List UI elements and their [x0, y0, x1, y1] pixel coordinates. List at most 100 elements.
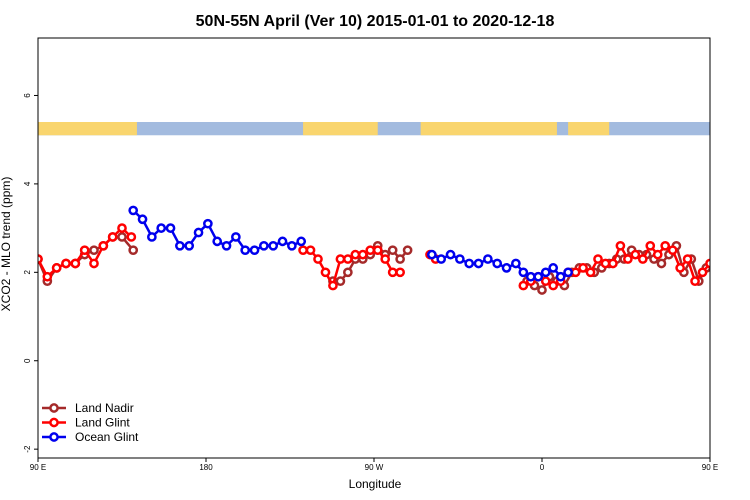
data-point: [240, 245, 251, 256]
data-point: [184, 240, 195, 251]
data-point: [540, 267, 551, 278]
legend-swatch-marker: [49, 403, 59, 413]
data-point: [501, 263, 512, 273]
data-point: [203, 218, 213, 229]
land-segment: [38, 122, 137, 136]
legend-swatch-marker: [49, 417, 59, 428]
x-tick-label: 180: [199, 463, 213, 472]
data-point: [126, 232, 137, 242]
data-point: [350, 249, 361, 260]
data-point: [518, 280, 529, 291]
data-point: [313, 254, 323, 264]
data-point: [593, 254, 603, 264]
legend-swatch-marker: [49, 432, 59, 442]
data-point: [511, 258, 521, 269]
data-point: [483, 254, 493, 264]
data-point: [343, 254, 353, 264]
data-point: [637, 254, 648, 264]
data-point: [736, 242, 743, 249]
y-tick-label: 6: [23, 93, 32, 98]
data-point: [165, 223, 176, 233]
x-axis-label: Longitude: [349, 477, 402, 491]
x-axis: 90 E 180 90 W 0 90 E: [30, 458, 718, 472]
data-point: [436, 254, 447, 264]
data-point: [675, 263, 685, 273]
plot-frame: [37, 37, 711, 459]
data-point: [740, 238, 747, 245]
data-point: [372, 245, 383, 256]
data-point: [721, 255, 728, 262]
data-point: [615, 240, 626, 251]
y-axis-label: XCO2 - MLO trend (ppm): [0, 177, 13, 312]
data-point: [107, 232, 118, 242]
data-point: [402, 245, 413, 256]
data-point: [296, 236, 307, 247]
data-point: [137, 214, 148, 225]
x-tick-label: 90 E: [30, 463, 46, 472]
data-point: [335, 276, 346, 287]
legend-item-land-nadir: Land Nadir: [42, 401, 134, 415]
data-point: [667, 245, 678, 256]
y-tick-label: 2: [23, 270, 32, 275]
data-point: [570, 267, 581, 278]
series-land-glint: [38, 223, 743, 291]
data-point: [714, 264, 721, 271]
data-point: [729, 260, 736, 267]
data-point: [212, 236, 223, 247]
chart-title: 50N-55N April (Ver 10) 2015-01-01 to 202…: [196, 13, 555, 30]
data-point: [697, 267, 708, 278]
data-point: [548, 280, 559, 291]
data-point: [718, 260, 725, 267]
data-point: [608, 258, 618, 269]
data-point: [147, 232, 157, 242]
data-point: [231, 232, 241, 242]
data-point: [548, 263, 559, 273]
data-point: [630, 249, 641, 260]
data-point: [305, 245, 316, 256]
data-point: [156, 223, 167, 233]
y-axis: -2 0 2 4 6: [23, 93, 38, 453]
data-point: [733, 242, 740, 249]
data-point: [427, 249, 437, 260]
data-point: [518, 267, 529, 278]
data-point: [42, 271, 53, 282]
data-point: [395, 254, 405, 264]
data-point: [690, 276, 700, 287]
series-layer: [38, 205, 747, 295]
data-point: [89, 258, 99, 269]
land-segment: [303, 122, 378, 136]
data-point: [387, 267, 398, 278]
data-point: [660, 240, 671, 251]
x-tick-label: 90 E: [702, 463, 718, 472]
series-ocean-glint: [128, 205, 573, 282]
data-point: [277, 236, 288, 247]
data-point: [128, 205, 139, 216]
data-point: [287, 240, 297, 251]
data-point: [298, 245, 308, 256]
data-point: [445, 249, 456, 260]
data-point: [328, 280, 338, 291]
data-point: [585, 267, 596, 278]
data-point: [533, 271, 544, 282]
data-point: [343, 267, 353, 278]
data-point: [249, 245, 260, 256]
data-point: [380, 254, 391, 264]
y-tick-label: -2: [23, 445, 32, 453]
data-point: [600, 258, 611, 269]
data-point: [128, 245, 139, 256]
data-point: [656, 258, 667, 269]
land-segment: [721, 122, 750, 135]
landmask-strip: [38, 122, 750, 136]
x-tick-label: 90 W: [365, 463, 384, 472]
y-tick-label: 0: [23, 358, 32, 363]
data-point: [89, 245, 99, 256]
data-point: [335, 254, 346, 264]
data-point: [705, 258, 710, 269]
data-point: [682, 254, 693, 264]
data-point: [357, 249, 368, 260]
legend-item-ocean-glint: Ocean Glint: [42, 430, 139, 444]
data-point: [652, 249, 663, 260]
data-point: [455, 254, 465, 264]
data-point: [79, 245, 90, 256]
